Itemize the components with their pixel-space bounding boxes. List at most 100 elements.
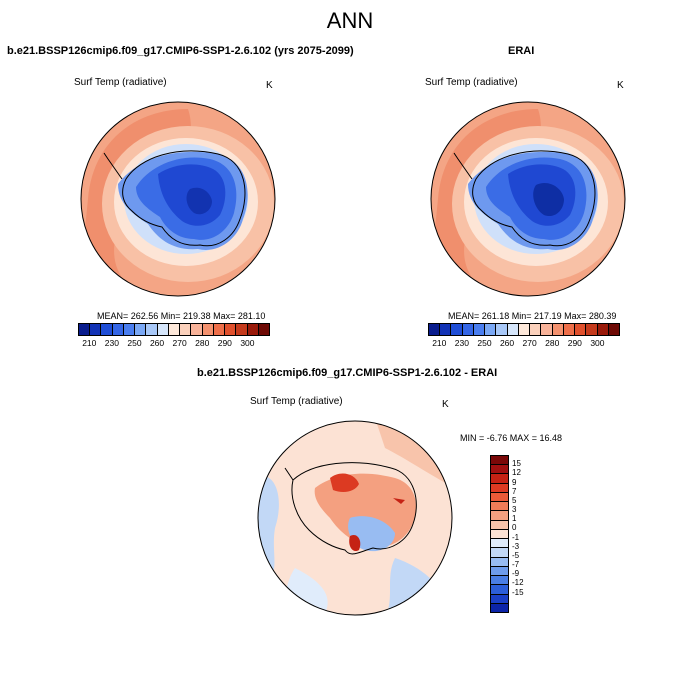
panel-3-colorbar-tick-label: 3	[512, 505, 517, 515]
panel-1-colorbar-swatch	[168, 324, 181, 335]
panel-3-coastline	[284, 462, 417, 555]
panel-1-colorbar-tick-label: 280	[195, 338, 210, 348]
panel-3-variable: Surf Temp (radiative)	[250, 396, 343, 407]
panel-1-colorbar-swatch	[213, 324, 226, 335]
panel-3-colorbar-swatch	[491, 511, 508, 521]
panel-1-colorbar-swatch	[258, 324, 269, 335]
panel-3-colorbar-tick-label: -15	[512, 587, 524, 597]
panel-2-colorbar-swatch	[575, 324, 587, 335]
panel-3-colorbar-swatch	[491, 492, 508, 503]
panel-2-colorbar-swatch	[473, 324, 486, 335]
panel-1-colorbar-tick-label: 230	[104, 338, 119, 348]
panel-1-colorbar-tick-label: 250	[127, 338, 142, 348]
panel-3-colorbar-tick-label: 15	[512, 459, 521, 469]
panel-1-colorbar-swatch	[135, 324, 147, 335]
panel-3-positive-east	[393, 498, 405, 504]
panel-3-colorbar-tick-label: -12	[512, 578, 524, 588]
panel-2-colorbar-swatch	[586, 324, 598, 335]
panel-3-colorbar-tick-label: -5	[512, 550, 520, 560]
panel-2-colorbar-swatch	[451, 324, 463, 335]
panel-2-colorbar-tick-label: 230	[454, 338, 469, 348]
panel-3-colorbar-tick-label: 1	[512, 514, 517, 524]
panel-2-colorbar-swatch	[597, 324, 609, 335]
panel-2-coastline	[453, 150, 596, 247]
panel-1-variable: Surf Temp (radiative)	[74, 77, 167, 88]
panel-3-colorbar-swatch	[491, 603, 508, 612]
panel-1-stats: MEAN= 262.56 Min= 219.38 Max= 281.10	[97, 311, 266, 321]
panel-1-colorbar-swatch	[247, 324, 259, 335]
panel-2-colorbar-tick-label: 260	[499, 338, 515, 348]
panel-1-colorbar-swatch	[180, 324, 192, 335]
panel-1-colorbar: 210 230 250 260 270 280 290 300	[78, 323, 270, 348]
panel-3-colorbar-swatch	[491, 557, 508, 567]
panel-1-title: b.e21.BSSP126cmip6.f09_g17.CMIP6-SSP1-2.…	[7, 45, 354, 57]
panel-2-units: K	[617, 80, 624, 91]
panel-2-cold-core	[533, 182, 564, 217]
panel-2-colorbar-swatch	[518, 324, 531, 335]
panel-3-colorbar-tick-label: 0	[512, 523, 517, 533]
panel-1-colorbar-swatch	[90, 324, 102, 335]
panel-2-title: ERAI	[508, 45, 535, 57]
panel-3-colorbar-tick-label: -9	[512, 569, 520, 579]
panel-3-title: b.e21.BSSP126cmip6.f09_g17.CMIP6-SSP1-2.…	[197, 367, 498, 379]
panel-3-colorbar-tick-label: 9	[512, 477, 517, 487]
panel-3-colorbar-swatch	[491, 474, 508, 484]
panel-2-colorbar-tick-label: 300	[590, 338, 605, 348]
panel-3-positive-hotspot	[330, 473, 359, 492]
panel-3-colorbar-swatch	[491, 465, 508, 475]
panel-2-colorbar-tick-label: 270	[522, 338, 537, 348]
panel-3-colorbar-ticks: 15 12 9 7 5 3 1 0 -1 -3 -5 -7 -9 -12 -15	[512, 455, 552, 613]
panel-1-colorbar-swatch	[123, 324, 136, 335]
panel-1-colorbar-swatch	[112, 324, 124, 335]
panel-3-colorbar-swatch	[491, 548, 508, 558]
panel-1-cold-core	[186, 187, 212, 215]
panel-3-colorbar-swatch	[491, 456, 508, 466]
panel-2-colorbar-swatch	[496, 324, 508, 335]
panel-2-colorbar: 210 230 250 260 270 280 290 300	[428, 323, 620, 348]
panel-3-positive-peninsula	[349, 534, 361, 552]
panel-1-map-border	[80, 101, 276, 297]
panel-1-map	[80, 101, 276, 297]
panel-2-colorbar-tick-label: 210	[432, 338, 447, 348]
panel-3-colorbar-tick-label: 7	[512, 486, 517, 496]
panel-2-colorbar-swatch	[440, 324, 452, 335]
panel-3-colorbar-swatch	[491, 566, 508, 577]
panel-2-stats: MEAN= 261.18 Min= 217.19 Max= 280.39	[448, 311, 617, 321]
panel-3-colorbar-swatch	[491, 483, 508, 493]
panel-2-colorbar-tick-label: 250	[477, 338, 492, 348]
panel-1-colorbar-swatch	[225, 324, 237, 335]
panel-3-colorbar-swatch	[491, 539, 508, 549]
panel-3-colorbar-swatch	[491, 529, 508, 540]
panel-1-colorbar-tick-label: 290	[217, 338, 232, 348]
panel-2-map	[430, 101, 626, 297]
panel-1-colorbar-swatch	[157, 324, 169, 335]
panel-1-colorbar-swatch	[146, 324, 158, 335]
panel-3-stats: MIN = -6.76 MAX = 16.48	[460, 433, 563, 443]
panel-1-colorbar-swatch	[202, 324, 214, 335]
panel-2-colorbar-tick-label: 290	[567, 338, 582, 348]
panel-1-coastline	[103, 150, 246, 247]
panel-3-colorbar-tick-label: 5	[512, 495, 517, 505]
panel-1-colorbar-tick-label: 300	[240, 338, 255, 348]
panel-1-colorbar-swatch	[191, 324, 203, 335]
panel-3-colorbar	[490, 455, 509, 613]
panel-2-colorbar-swatch	[530, 324, 542, 335]
panel-2-colorbar-swatch	[563, 324, 576, 335]
panel-1-colorbar-tick-label: 210	[82, 338, 97, 348]
panel-3-colorbar-swatch	[491, 594, 508, 604]
panel-1-colorbar-swatch	[79, 324, 91, 335]
panel-2-colorbar-swatch	[429, 324, 441, 335]
panel-3-map-border	[257, 420, 453, 616]
panel-1-colorbar-swatch	[101, 324, 113, 335]
panel-3-colorbar-tick-label: -7	[512, 560, 520, 570]
panel-2-colorbar-swatch	[485, 324, 497, 335]
panel-3-colorbar-tick-label: -3	[512, 541, 520, 551]
panel-3-colorbar-tick-label: -1	[512, 532, 520, 542]
panel-2-colorbar-tick-label: 280	[545, 338, 560, 348]
panel-3-units: K	[442, 399, 449, 410]
page-title: ANN	[326, 8, 374, 33]
panel-2-colorbar-swatch	[552, 324, 564, 335]
panel-3-colorbar-tick-label: 12	[512, 468, 521, 478]
panel-3-positive-north	[375, 421, 452, 488]
panel-1-units: K	[266, 80, 273, 91]
